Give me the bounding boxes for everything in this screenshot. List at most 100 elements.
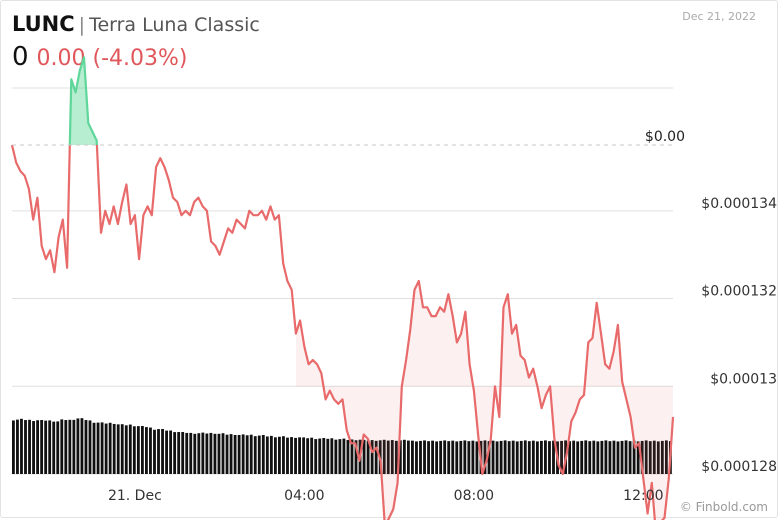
up-area [69,57,97,146]
volume-bar [116,424,120,474]
volume-bar [24,420,27,474]
volume-bar [132,426,136,474]
volume-bar [157,429,160,474]
volume-bar [84,420,88,474]
volume-bar [664,440,668,474]
volume-bar [552,440,555,474]
volume-bar [12,420,15,474]
volume-bar [241,434,245,474]
volume-bar [487,441,491,474]
volume-bar [294,437,297,474]
volume-bar [624,440,628,474]
volume-bar [36,420,40,474]
volume-bar [580,440,584,474]
header-title: LUNC | Terra Luna Classic [12,12,260,36]
volume-bar [120,424,124,474]
volume-bar [245,435,249,474]
volume-bar [499,440,503,474]
volume-bar [205,433,209,474]
volume-bar [314,439,318,474]
volume-bar [636,441,640,474]
volume-bar [560,440,563,474]
volume-bar [20,418,23,474]
volume-bar [233,435,237,474]
volume-bar [213,433,217,474]
volume-bar [229,434,233,474]
volume-bar [253,436,257,474]
x-tick-label: 08:00 [454,488,494,504]
volume-bar [193,433,197,474]
reference-line-label: $0.00 [645,129,685,145]
volume-bar [588,441,592,474]
volume-bar [431,440,435,474]
volume-bar [68,419,72,474]
volume-bar [136,426,140,474]
volume-bar [257,435,261,474]
volume-bar [620,440,624,474]
volume-bar [471,440,475,474]
volume-bar [435,441,439,474]
volume-bar [173,432,177,474]
volume-bar [531,440,535,474]
volume-bar [459,440,463,474]
volume-bar [503,440,507,474]
down-area [295,281,673,520]
volume-bar [592,440,596,474]
volume-bar [32,421,35,474]
volume-bar [628,441,632,474]
y-tick-label: $0.000132 [701,284,777,300]
volume-bar [96,422,100,474]
volume-bar [608,441,612,474]
volume-bar [366,440,370,474]
volume-bar [310,437,314,474]
current-price: 0 [12,42,29,72]
ticker-symbol: LUNC [12,12,75,36]
volume-bar [419,440,422,474]
chart-date: Dec 21, 2022 [682,10,756,23]
volume-bar [100,422,104,474]
volume-bar [298,437,301,474]
volume-bar [423,440,426,474]
volume-bar [463,440,467,474]
volume-bar [104,423,108,474]
volume-bar [511,440,515,474]
volume-bar [604,440,608,474]
volume-bar [632,440,636,474]
volume-bar [318,438,322,474]
price-areas [69,57,673,520]
volume-bar [382,439,386,474]
volume-bar [443,440,447,474]
volume-bar [28,419,31,474]
volume-bar [652,440,656,474]
volume-bar [584,440,588,474]
volume-bar [326,438,330,474]
volume-bar [398,440,402,474]
volume-bar [76,418,80,474]
x-tick-label: 12:00 [623,488,663,504]
volume-bar [415,441,418,474]
volume-bar [616,441,620,474]
volume-bar [16,419,19,474]
volume-bar [112,423,116,474]
volume-bar [269,435,273,474]
volume-bar [447,441,451,474]
volume-bar [80,418,84,474]
volume-bar [644,440,648,474]
volume-bar [491,440,495,474]
volume-bar [656,441,660,474]
volume-bar [596,441,600,474]
volume-bars [12,418,672,474]
volume-bar [56,421,60,474]
volume-bar [507,441,511,474]
y-tick-label: $0.00013 [710,371,777,387]
reference-line-group: $0.00 [12,129,685,146]
volume-bar [362,439,366,474]
volume-bar [60,419,64,474]
volume-bar [261,435,265,474]
volume-bar [519,440,523,474]
volume-bar [149,427,152,474]
x-tick-label: 21. Dec [108,488,162,504]
volume-bar [265,436,269,474]
volume-bar [209,432,213,474]
